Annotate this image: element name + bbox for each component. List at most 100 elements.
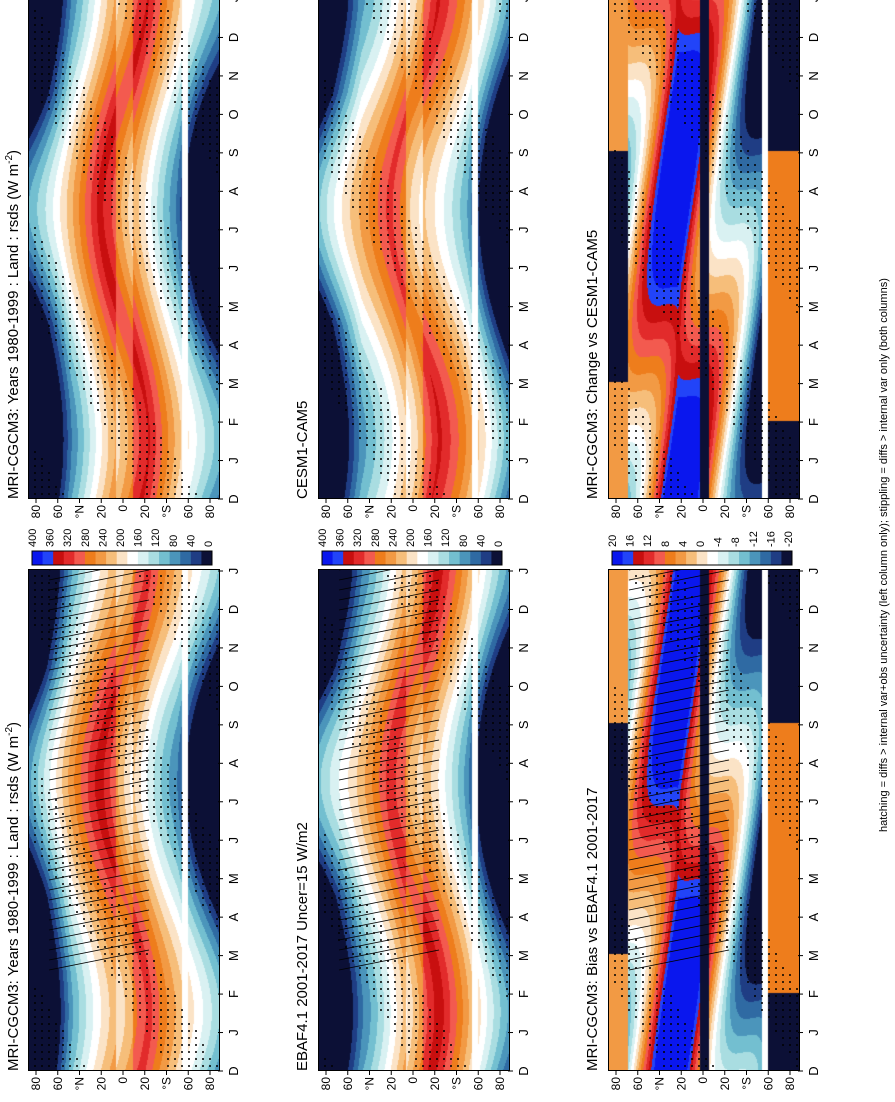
stipple-dot [216, 353, 218, 355]
stipple-dot [471, 673, 473, 675]
stipple-dot [359, 136, 361, 138]
stipple-dot [62, 1058, 64, 1060]
stipple-dot [324, 855, 326, 857]
stipple-dot [352, 729, 354, 731]
stipple-dot [209, 136, 211, 138]
month-tick-label: N [226, 643, 241, 652]
hatch-line [338, 599, 440, 621]
stipple-dot [429, 848, 431, 850]
stipple-dot [69, 897, 71, 899]
stipple-dot [345, 911, 347, 913]
stipple-dot [401, 465, 403, 467]
stipple-dot [139, 960, 141, 962]
stipple-dot [97, 150, 99, 152]
stipple-dot [34, 31, 36, 33]
stipple-dot [55, 652, 57, 654]
stipple-dot [345, 367, 347, 369]
lat-tick-label: °N [363, 505, 377, 518]
stipple-dot [76, 911, 78, 913]
lat-tick-label: 20 [428, 505, 442, 519]
stipple-dot [422, 589, 424, 591]
hatch-line [338, 689, 440, 711]
stipple-dot [174, 575, 176, 577]
stipple-dot [331, 136, 333, 138]
stipple-dot [83, 164, 85, 166]
lat-tick-label: 20 [384, 505, 398, 519]
stipple-dot [167, 227, 169, 229]
stipple-dot [331, 157, 333, 159]
stipple-dot [97, 652, 99, 654]
stipple-dot [153, 981, 155, 983]
stipple-dot [97, 164, 99, 166]
stipple-dot [436, 1065, 438, 1067]
stipple-dot [485, 680, 487, 682]
colorbar-tick-label: 200 [115, 529, 127, 547]
stipple-dot [48, 1023, 50, 1025]
stipple-dot [181, 848, 183, 850]
stipple-dot [62, 862, 64, 864]
stipple-dot [181, 834, 183, 836]
stipple-dot [125, 395, 127, 397]
stipple-dot [401, 262, 403, 264]
stipple-dot [394, 589, 396, 591]
stipple-dot [436, 848, 438, 850]
stipple-dot [394, 437, 396, 439]
stipple-dot [408, 52, 410, 54]
stipple-dot [380, 981, 382, 983]
stipple-dot [338, 150, 340, 152]
stipple-dot [90, 381, 92, 383]
stipple-dot [443, 666, 445, 668]
stipple-dot [146, 479, 148, 481]
stipple-dot [146, 234, 148, 236]
hatch-line [338, 629, 440, 651]
lat-tick-label: 80 [493, 1077, 507, 1091]
stipple-dot [34, 617, 36, 619]
stipple-dot [408, 255, 410, 257]
panel-2: MRI-CGCM3: Years 1980-1999 : Land : rsds… [0, 0, 280, 530]
stipple-dot [118, 220, 120, 222]
hatch-line [48, 609, 150, 631]
stipple-dot [62, 1030, 64, 1032]
stipple-dot [324, 157, 326, 159]
stipple-dot [359, 143, 361, 145]
stipple-dot [345, 673, 347, 675]
stipple-dot [69, 73, 71, 75]
stipple-dot [373, 437, 375, 439]
stipple-dot [345, 395, 347, 397]
stipple-dot [132, 199, 134, 201]
stipple-dot [76, 360, 78, 362]
stipple-dot [48, 108, 50, 110]
stipple-dot [324, 94, 326, 96]
stipple-dot [125, 423, 127, 425]
stipple-dot [209, 687, 211, 689]
stipple-dot [139, 785, 141, 787]
stipple-dot [174, 1023, 176, 1025]
stipple-dot [387, 241, 389, 243]
stipple-dot [181, 645, 183, 647]
stipple-dot [373, 946, 375, 948]
stipple-dot [359, 939, 361, 941]
stipple-dot [331, 318, 333, 320]
stipple-dot [345, 666, 347, 668]
stipple-dot [415, 472, 417, 474]
stipple-dot [202, 1058, 204, 1060]
month-tick-label: J [226, 0, 241, 2]
stipple-dot [160, 269, 162, 271]
stipple-dot [195, 1037, 197, 1039]
stipple-dot [429, 1016, 431, 1018]
stipple-dot [195, 631, 197, 633]
stipple-dot [167, 806, 169, 808]
stipple-dot [181, 1009, 183, 1011]
stipple-dot [345, 185, 347, 187]
stipple-dot [492, 897, 494, 899]
stipple-dot [331, 666, 333, 668]
stipple-dot [41, 297, 43, 299]
stipple-dot [139, 227, 141, 229]
stipple-dot [202, 610, 204, 612]
stipple-dot [125, 451, 127, 453]
stipple-dot [90, 178, 92, 180]
stipple-dot [202, 631, 204, 633]
stipple-dot [55, 645, 57, 647]
stipple-dot [97, 360, 99, 362]
stipple-dot [331, 164, 333, 166]
